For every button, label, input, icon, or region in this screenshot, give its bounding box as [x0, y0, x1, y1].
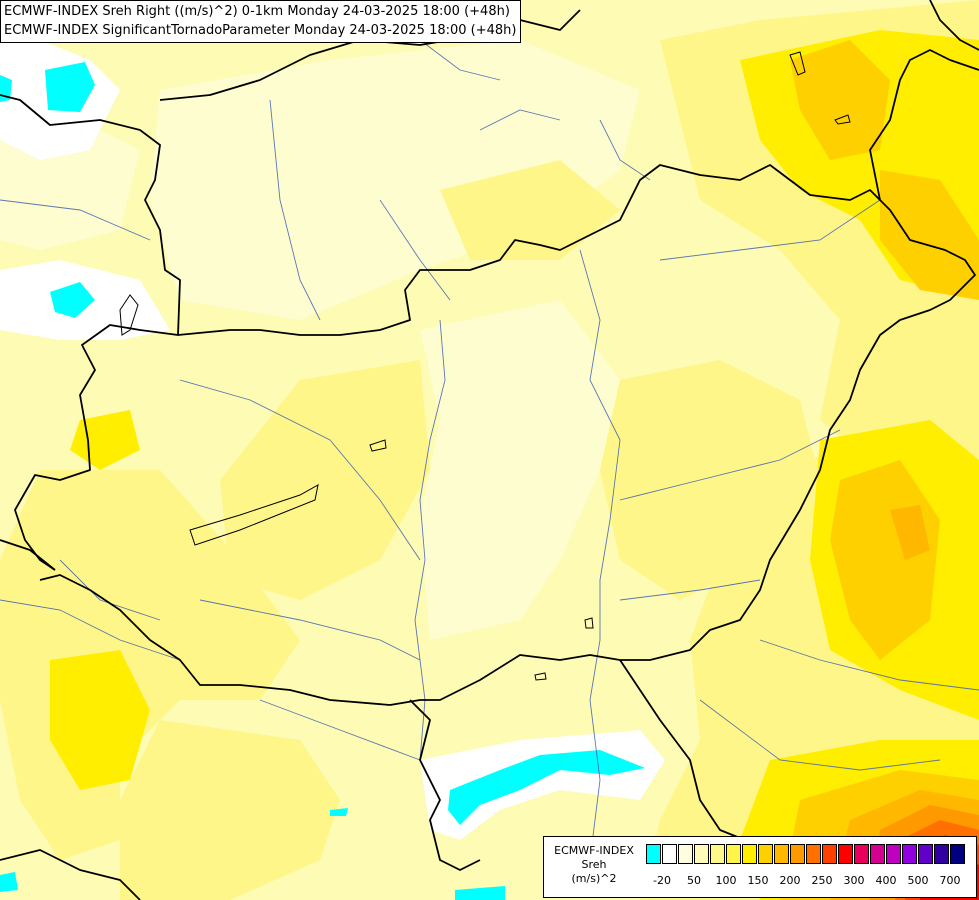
sreh-field-cyan	[448, 750, 645, 825]
legend-ticks: -20 50 100 150 200 250 300 400 500 700	[646, 874, 976, 890]
sreh-field-cyan	[50, 282, 95, 318]
legend-title: ECMWF-INDEX Sreh (m/s)^2	[544, 844, 644, 886]
sreh-field-gold	[790, 40, 890, 160]
sreh-field-medium	[120, 720, 340, 900]
legend-tick-label: 200	[779, 874, 801, 887]
legend-tick-label: 250	[811, 874, 833, 887]
legend-swatch	[758, 844, 773, 864]
legend-swatch	[646, 844, 661, 864]
legend-swatch	[790, 844, 805, 864]
sreh-field-light	[150, 40, 640, 320]
legend-swatch	[902, 844, 917, 864]
map-title-box: ECMWF-INDEX Sreh Right ((m/s)^2) 0-1km M…	[0, 0, 522, 43]
legend-swatch	[854, 844, 869, 864]
legend-tick-label: 300	[843, 874, 865, 887]
sreh-field-cyan	[455, 886, 505, 900]
legend-tick-label: 400	[875, 874, 897, 887]
legend-swatch	[886, 844, 901, 864]
legend-swatch	[710, 844, 725, 864]
legend-swatch	[870, 844, 885, 864]
legend-swatch	[918, 844, 933, 864]
legend-swatch	[742, 844, 757, 864]
legend-tick-label: 700	[939, 874, 961, 887]
legend-swatch	[662, 844, 677, 864]
sreh-field-cyan	[45, 62, 95, 112]
sreh-field-orange	[890, 505, 930, 560]
legend-swatch	[950, 844, 965, 864]
map-title-line-2: ECMWF-INDEX SignificantTornadoParameter …	[4, 23, 517, 38]
legend-swatch	[806, 844, 821, 864]
legend-tick-label: 500	[907, 874, 929, 887]
legend-swatch	[822, 844, 837, 864]
lakes	[119, 51, 851, 681]
sreh-field-gold	[880, 170, 979, 300]
legend-tick-label: -20	[653, 874, 671, 887]
sreh-field-cyan	[0, 872, 18, 892]
legend-swatch	[726, 844, 741, 864]
sreh-field-strong	[50, 650, 150, 790]
sreh-field-medium	[220, 360, 430, 600]
sreh-field-cyan	[330, 808, 348, 816]
legend-title-line-3: (m/s)^2	[571, 872, 617, 885]
legend-title-line-1: ECMWF-INDEX	[554, 844, 634, 857]
legend-title-line-2: Sreh	[581, 858, 607, 871]
legend-swatches	[646, 844, 966, 864]
legend-swatch	[934, 844, 949, 864]
legend-swatch	[694, 844, 709, 864]
legend-tick-label: 50	[687, 874, 701, 887]
color-legend: ECMWF-INDEX Sreh (m/s)^2 -20 50 100 150 200 2…	[543, 836, 977, 898]
legend-swatch	[678, 844, 693, 864]
map-title-line-1: ECMWF-INDEX Sreh Right ((m/s)^2) 0-1km M…	[4, 4, 510, 19]
sreh-field-medium	[440, 160, 620, 260]
legend-swatch	[838, 844, 853, 864]
sreh-field-strong	[70, 410, 140, 470]
sreh-field-light	[420, 300, 620, 640]
legend-tick-label: 150	[747, 874, 769, 887]
legend-swatch	[774, 844, 789, 864]
rivers	[0, 39, 979, 861]
legend-tick-label: 100	[715, 874, 737, 887]
